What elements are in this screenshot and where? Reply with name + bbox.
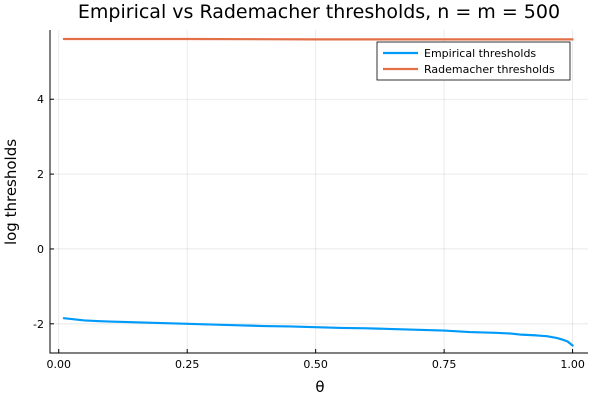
legend-label-empirical: Empirical thresholds	[424, 47, 536, 60]
y-tick-label: 0	[37, 243, 44, 256]
y-tick-label: -2	[33, 318, 44, 331]
legend: Empirical thresholds Rademacher threshol…	[376, 41, 571, 81]
x-axis-label: θ	[315, 378, 324, 396]
y-tick-label: 4	[37, 93, 44, 106]
grid	[50, 30, 588, 353]
x-tick-label: 0.25	[175, 358, 200, 371]
x-tick-label: 0.00	[46, 358, 71, 371]
y-tick-label: 2	[37, 168, 44, 181]
y-axis-label: log thresholds	[2, 139, 20, 245]
x-tick-label: 0.75	[432, 358, 457, 371]
x-tick-label: 0.50	[303, 358, 328, 371]
legend-label-rademacher: Rademacher thresholds	[424, 63, 555, 76]
series-line-empirical	[62, 317, 574, 347]
tick-layer: 0.00 0.25 0.50 0.75 1.00 -2 0 2 4	[33, 93, 585, 371]
legend-box	[376, 41, 571, 81]
x-tick-label: 1.00	[560, 358, 585, 371]
axes-frame	[49, 30, 588, 354]
series-layer	[62, 37, 574, 347]
chart-title: Empirical vs Rademacher thresholds, n = …	[78, 1, 560, 23]
